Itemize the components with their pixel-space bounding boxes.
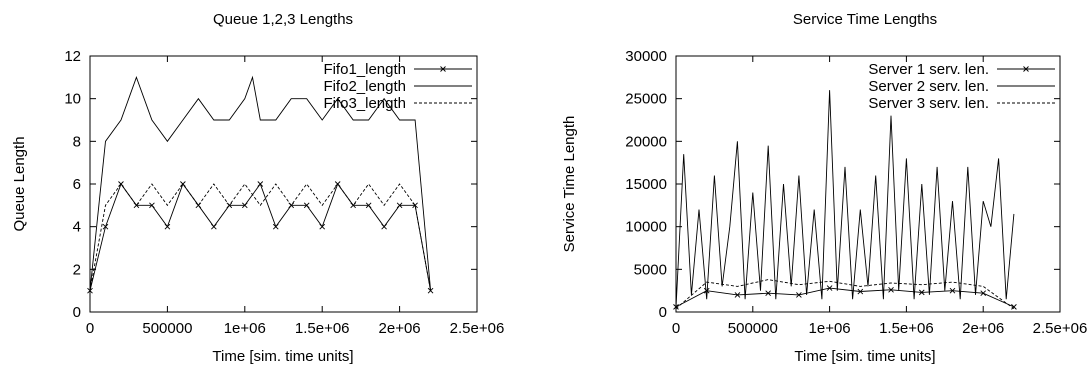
x-axis-label: Time [sim. time units]: [794, 348, 935, 365]
data-point: [319, 223, 326, 230]
data-point: [1011, 304, 1017, 310]
legend: Server 1 serv. len.Server 2 serv. len.Se…: [868, 61, 1055, 112]
data-point: [102, 223, 109, 230]
legend-label: Fifo1_length: [323, 61, 406, 78]
data-point: [164, 223, 171, 230]
y-tick-label: 30000: [625, 48, 667, 65]
data-point: [257, 181, 264, 187]
y-tick-label: 0: [73, 304, 81, 321]
chart-title: Service Time Lengths: [793, 11, 937, 28]
y-tick-label: 8: [73, 133, 81, 150]
series-line: [89, 183, 432, 291]
data-point: [703, 287, 710, 294]
y-tick-label: 0: [659, 304, 667, 321]
y-tick-label: 5000: [634, 261, 667, 278]
legend-label: Server 2 serv. len.: [868, 78, 989, 95]
x-tick-label: 2e+06: [379, 320, 421, 337]
x-tick-label: 1.5e+06: [295, 320, 350, 337]
legend-marker: [440, 66, 446, 72]
data-point: [211, 223, 217, 230]
legend-label: Server 1 serv. len.: [868, 61, 989, 78]
plot-series: [673, 90, 1017, 310]
chart-title: Queue 1,2,3 Lengths: [213, 11, 353, 28]
y-tick-label: 12: [64, 48, 81, 65]
plot-series: [87, 75, 434, 294]
queue-lengths-chart: Queue 1,2,3 Lengths Queue Length Time [s…: [11, 11, 504, 365]
y-tick-label: 25000: [625, 91, 667, 108]
series-line: [675, 279, 1015, 309]
data-point: [949, 287, 956, 294]
x-tick-label: 0: [86, 320, 94, 337]
series-line: [675, 90, 1015, 308]
x-tick-label: 2.5e+06: [1033, 320, 1088, 337]
data-point: [381, 223, 387, 230]
data-point: [734, 292, 741, 298]
legend-label: Fifo3_length: [323, 95, 406, 112]
y-tick-label: 20000: [625, 133, 667, 150]
data-point: [765, 290, 771, 297]
plot-frame: [675, 55, 1061, 313]
legend-label: Server 3 serv. len.: [868, 95, 989, 112]
data-point: [796, 292, 802, 298]
series-line: [89, 75, 432, 291]
data-point: [826, 285, 833, 291]
series-line: [89, 183, 432, 291]
axis-ticks: 0 500000 1e+06 1.5e+06 2e+06 2.5e+06 0 5000 1000…: [625, 48, 1087, 337]
x-tick-label: 1e+06: [224, 320, 266, 337]
data-point: [149, 202, 155, 209]
x-tick-label: 2e+06: [962, 320, 1004, 337]
data-point: [888, 286, 894, 293]
x-tick-label: 500000: [142, 320, 192, 337]
y-axis-label: Queue Length: [11, 136, 28, 231]
series-line: [675, 287, 1015, 308]
x-axis-label: Time [sim. time units]: [212, 348, 353, 365]
data-point: [918, 289, 925, 296]
x-tick-label: 500000: [728, 320, 778, 337]
axis-ticks: 0 500000 1e+06 1.5e+06 2e+06 2.5e+06 0 2 4 6 8 10 12: [64, 48, 504, 337]
data-point: [980, 290, 987, 297]
data-point: [396, 202, 403, 209]
x-tick-label: 2.5e+06: [450, 320, 505, 337]
data-point: [303, 202, 310, 209]
service-time-chart: Service Time Lengths Service Time Length…: [561, 11, 1087, 365]
y-tick-label: 4: [73, 219, 81, 236]
y-tick-label: 10: [64, 91, 81, 108]
legend-marker: [1023, 66, 1029, 72]
data-point: [857, 288, 864, 295]
y-tick-label: 10000: [625, 219, 667, 236]
x-tick-label: 0: [672, 320, 680, 337]
y-tick-label: 6: [73, 176, 81, 193]
data-point: [272, 223, 279, 230]
data-point: [241, 202, 248, 209]
y-axis-label: Service Time Length: [561, 116, 578, 253]
plot-frame: [89, 55, 478, 313]
y-tick-label: 15000: [625, 176, 667, 193]
y-tick-label: 2: [73, 261, 81, 278]
x-tick-label: 1.5e+06: [879, 320, 934, 337]
x-tick-label: 1e+06: [809, 320, 851, 337]
data-point: [365, 202, 372, 209]
legend-label: Fifo2_length: [323, 78, 406, 95]
